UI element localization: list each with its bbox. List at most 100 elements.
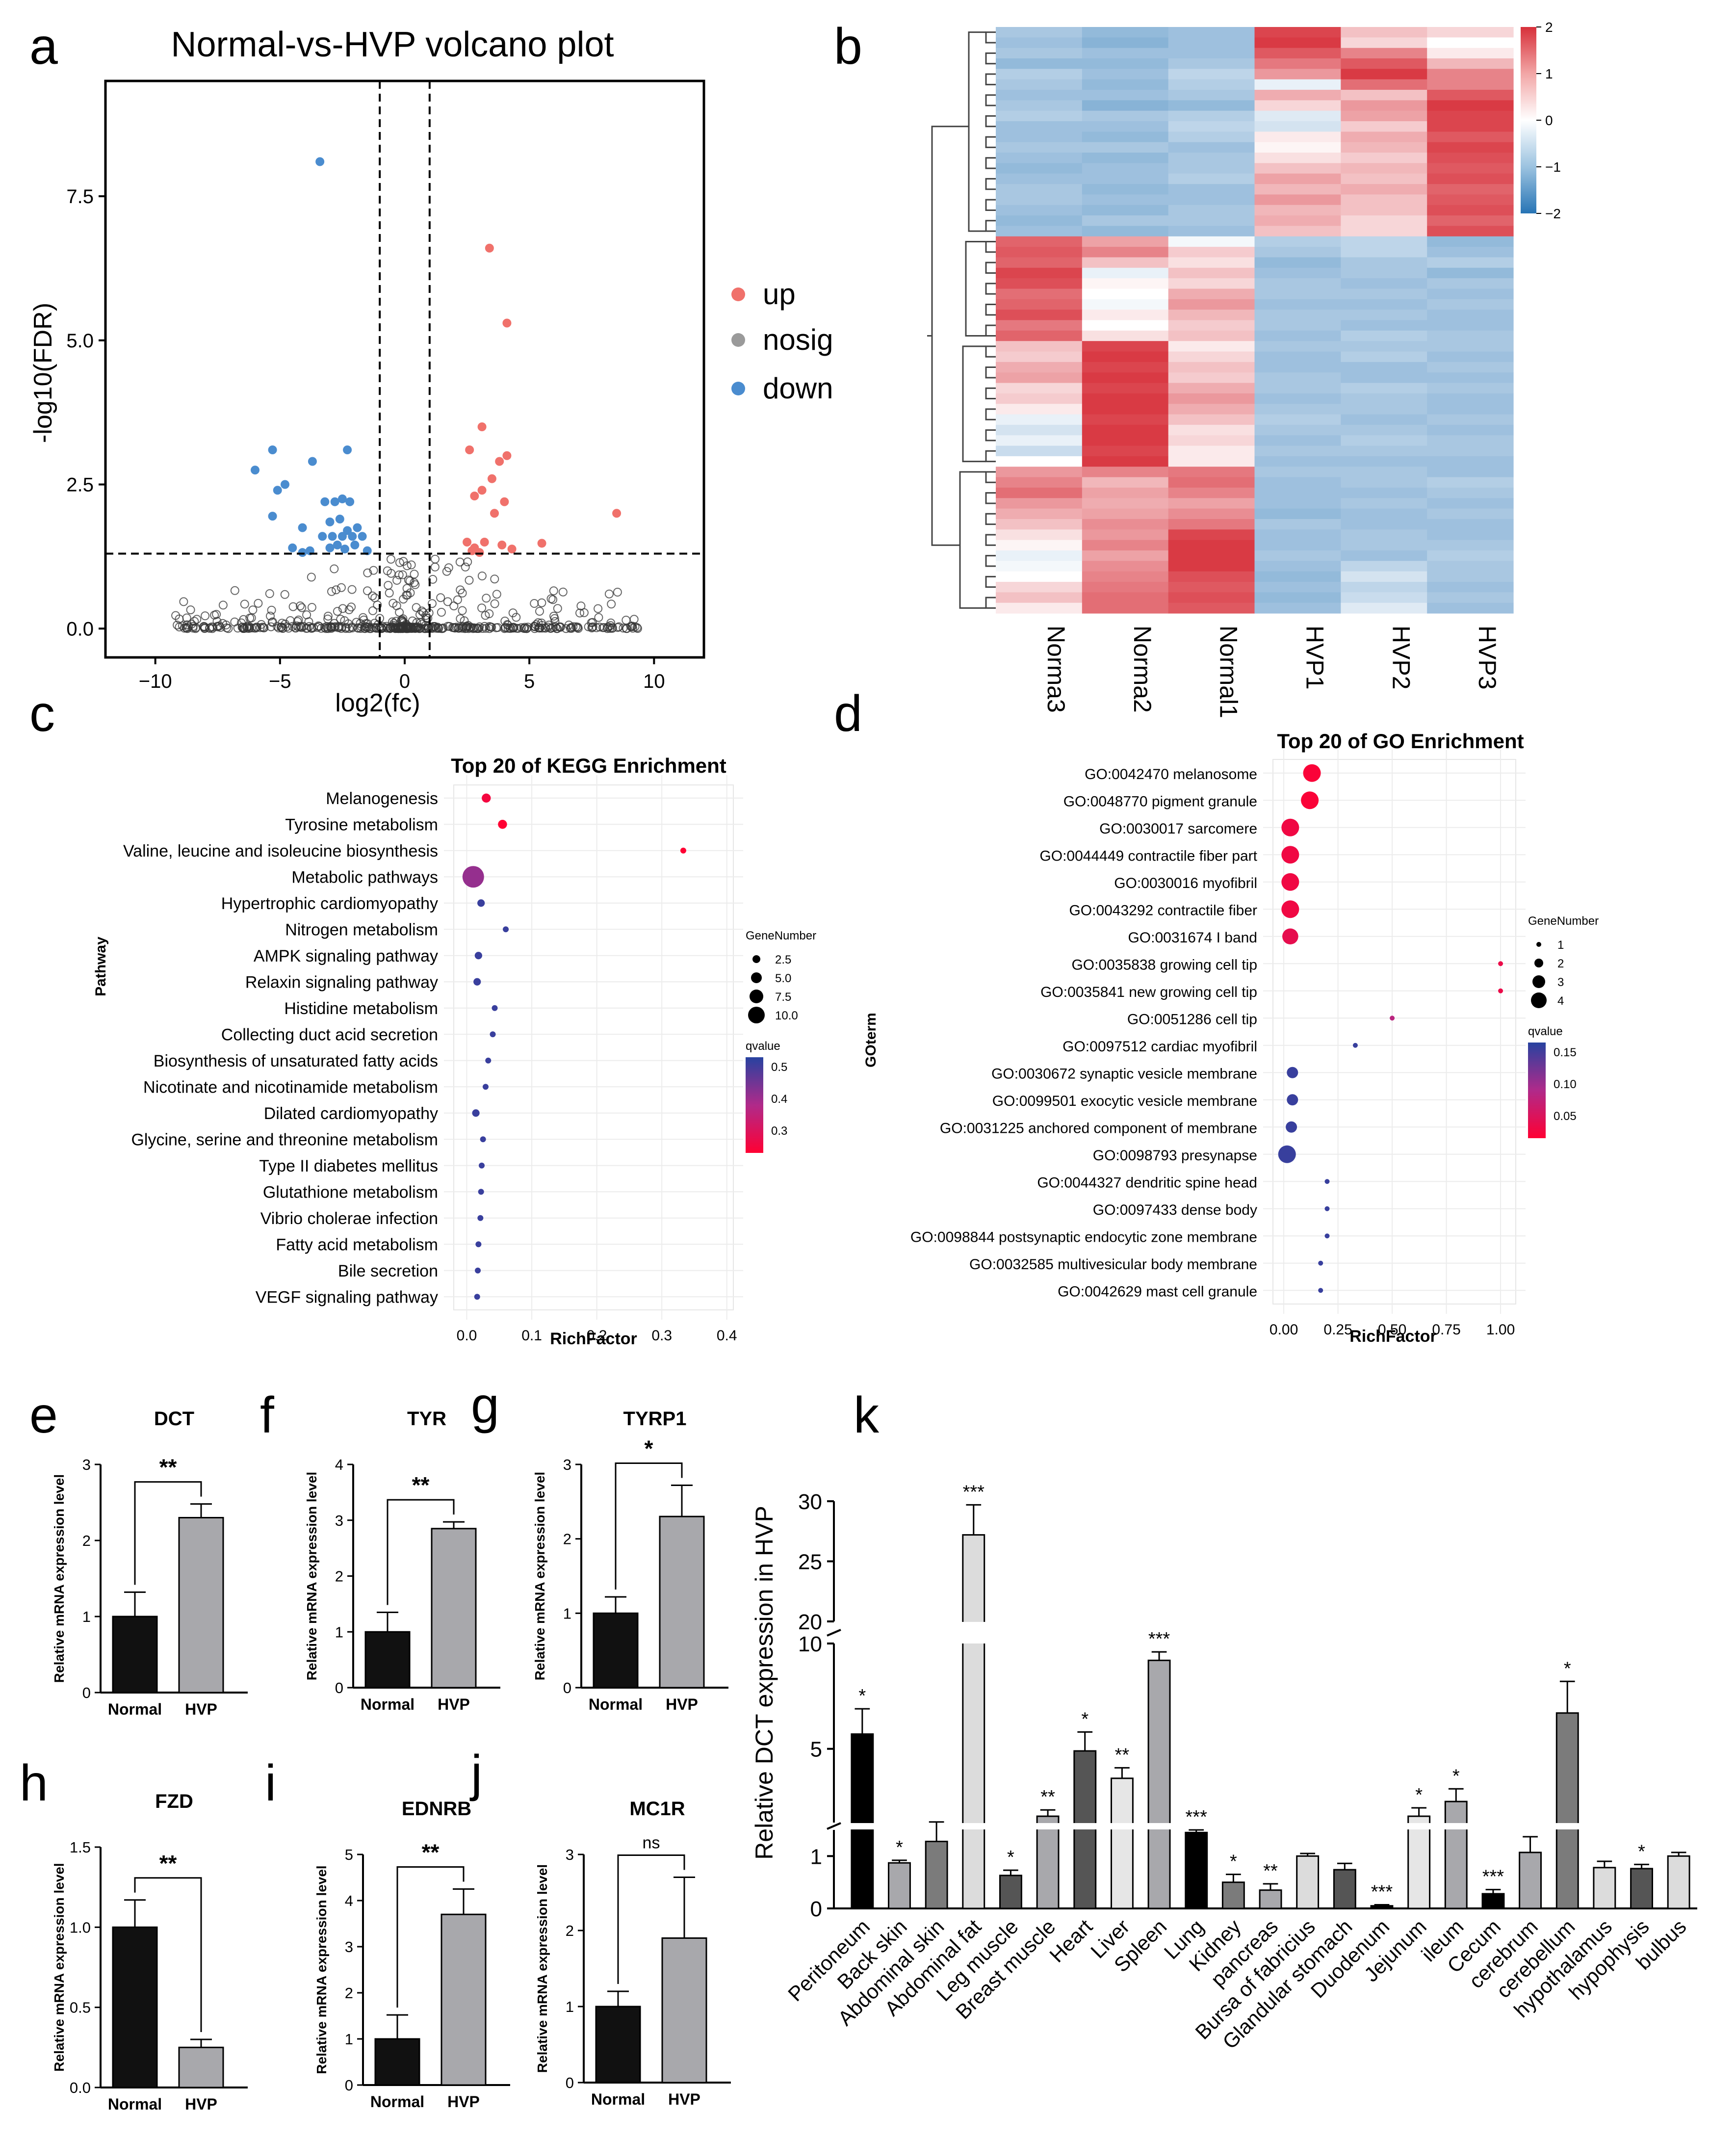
nosig-point [412,603,421,612]
significance-label: ** [1040,1787,1055,1807]
significance-label: *** [1371,1882,1393,1903]
nosig-point [606,618,616,627]
heatmap-cell [1427,236,1514,247]
y-tick-label: 0 [345,2077,353,2094]
nosig-point [297,603,307,612]
nosig-point [403,590,412,600]
nosig-point [338,604,347,613]
down-point [337,532,347,541]
category-label: VEGF signaling pathway [256,1288,438,1306]
nosig-point [363,586,372,596]
heatmap-cell [1168,194,1255,206]
nosig-point [550,614,559,623]
bar-break-gap [1072,1823,1098,1829]
panel-label-e: e [29,1387,58,1444]
y-tick-label: 2 [345,1984,353,2002]
dendrogram-branch [985,94,996,106]
dendrogram-branch [985,597,996,609]
enrichment-point [1281,846,1299,864]
dendrogram-branch [985,115,996,128]
panel-labels: a b c d e f g h i j k [20,18,880,1812]
heatmap-cell [996,320,1083,331]
heatmap-cell [996,477,1083,488]
tissue-bar [1111,1777,1134,1909]
significance-label: * [1564,1658,1571,1679]
tissue-bar [888,1862,911,1909]
heatmap-cell [996,467,1083,478]
heatmap-cell [1254,362,1341,373]
y-tick-label: 1 [335,1623,343,1641]
y-tick-label: 3 [563,1456,571,1473]
category-label: Glutathione metabolism [263,1183,438,1201]
down-point [281,480,289,489]
x-category-label: Normal [591,2090,645,2108]
heatmap-cell [1341,58,1427,69]
heatmap-cell [1254,110,1341,122]
bar-chart-title: TYRP1 [623,1408,687,1430]
heatmap-cell [1082,362,1169,373]
heatmap-cell [996,602,1083,614]
heatmap-cell [1341,131,1427,143]
nosig-point [392,575,402,585]
y-tick-label: 1.0 [70,1919,91,1936]
nosig-point [477,572,487,580]
nosig-point [482,594,491,603]
kegg-points [462,793,686,1300]
significance-label: * [1415,1785,1423,1805]
color-legend-label: 0.10 [1554,1078,1577,1091]
nosig-point [509,623,518,632]
bar-chart-title: FZD [155,1791,193,1812]
x-category-label: Normal [370,2093,424,2111]
color-legend-label: 0.3 [771,1124,787,1138]
heatmap-cell [1341,404,1427,415]
down-point [330,497,339,506]
enrichment-point [1324,1233,1330,1239]
heatmap-cell [1254,581,1341,593]
heatmap-cell [1427,257,1514,268]
heatmap-cell [1341,341,1427,352]
heatmap-cell [996,173,1083,184]
y-tick-label: 4 [345,1892,353,1909]
heatmap-cell [996,37,1083,49]
heatmap-cell [1427,194,1514,206]
category-label: Metabolic pathways [291,868,438,887]
tissue-bar [1073,1750,1097,1909]
kegg-plot-bg [453,784,734,1310]
size-legend-label: 2.5 [775,953,791,966]
bar [661,1937,707,2084]
tissue-bar [1221,1881,1245,1909]
y-tick-label: 4 [335,1456,343,1473]
heatmap-cell [1427,362,1514,373]
category-label: GO:0051286 cell tip [1127,1011,1257,1027]
panel-label-a: a [29,18,58,75]
nosig-point [485,609,494,618]
dendrogram-branch [985,303,996,316]
heatmap-cell [1082,477,1169,488]
nosig-point [500,616,510,626]
y-tick-label: 1.5 [70,1839,91,1856]
y-tick-label: 0 [335,1679,343,1696]
nosig-point [348,624,357,632]
y-tick-label: 0.5 [70,1999,91,2016]
x-tick-label: 10 [643,671,665,692]
color-legend-title: qvalue [1528,1025,1563,1038]
heatmap-cell [1341,330,1427,341]
heatmap-cell [1254,153,1341,164]
y-tick-label: 30 [798,1490,822,1514]
nosig-point [572,623,582,632]
heatmap-cell [996,341,1083,352]
category-label: Dilated cardiomyopathy [264,1104,438,1123]
heatmap-cell [1427,372,1514,384]
nosig-point [397,615,407,625]
heatmap-cell [1341,414,1427,425]
volcano-points [171,157,642,633]
bar-break-gap [1406,1823,1432,1829]
x-category-label: HVP [666,1696,698,1713]
heatmap-cell [1168,498,1255,509]
heatmap-cell [1082,79,1169,90]
heatmap-cell [1082,288,1169,300]
category-label: Collecting duct acid secretion [221,1025,438,1044]
heatmap-cell [1427,393,1514,404]
heatmap-cell [1341,153,1427,164]
